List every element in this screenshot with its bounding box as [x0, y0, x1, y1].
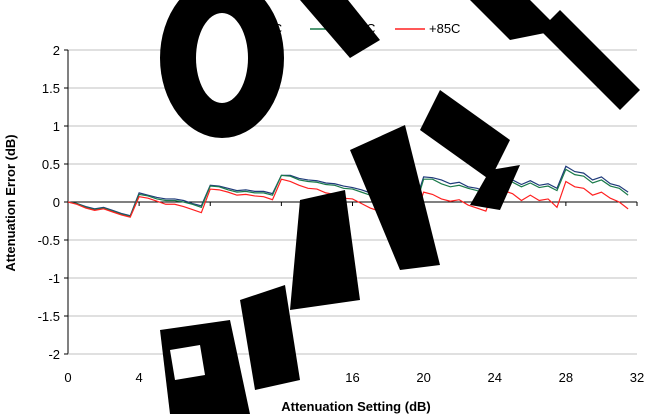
y-tick-label: 1: [53, 119, 60, 134]
x-tick-label: 24: [488, 370, 502, 385]
series-line-1: [67, 165, 629, 217]
y-tick-label: -0.5: [38, 233, 60, 248]
x-axis-title: Attenuation Setting (dB): [281, 399, 430, 414]
y-tick-label: -2: [48, 347, 60, 362]
legend-label-3: +85C: [429, 21, 460, 36]
watermark-shape: [300, 0, 380, 58]
watermark-shape: [196, 13, 248, 103]
watermark-shape: [470, 0, 560, 40]
y-tick-label: 0: [53, 195, 60, 210]
x-tick-label: 0: [64, 370, 71, 385]
watermark-shape: [420, 90, 510, 180]
watermark-graphic: [160, 0, 640, 414]
x-tick-label: 28: [559, 370, 573, 385]
watermark-shape: [350, 125, 440, 270]
x-tick-label: 32: [630, 370, 644, 385]
watermark-shape: [540, 10, 640, 110]
x-tick-label: 20: [416, 370, 430, 385]
x-tick-label: 4: [136, 370, 143, 385]
watermark-shape: [160, 320, 250, 414]
y-tick-label: 1.5: [42, 81, 60, 96]
x-tick-label: 16: [345, 370, 359, 385]
y-tick-label: 2: [53, 43, 60, 58]
series-line-2: [67, 168, 629, 218]
series-line-3: [67, 178, 629, 221]
y-axis-title: Attenuation Error (dB): [3, 134, 18, 271]
watermark-shape: [290, 190, 360, 310]
series-lines: [67, 165, 629, 221]
watermark-shape: [170, 345, 205, 380]
watermark-shape: [470, 165, 520, 210]
y-tick-label: 0.5: [42, 157, 60, 172]
y-tick-label: -1: [48, 271, 60, 286]
y-tick-label: -1.5: [38, 309, 60, 324]
watermark-shape: [240, 285, 300, 390]
